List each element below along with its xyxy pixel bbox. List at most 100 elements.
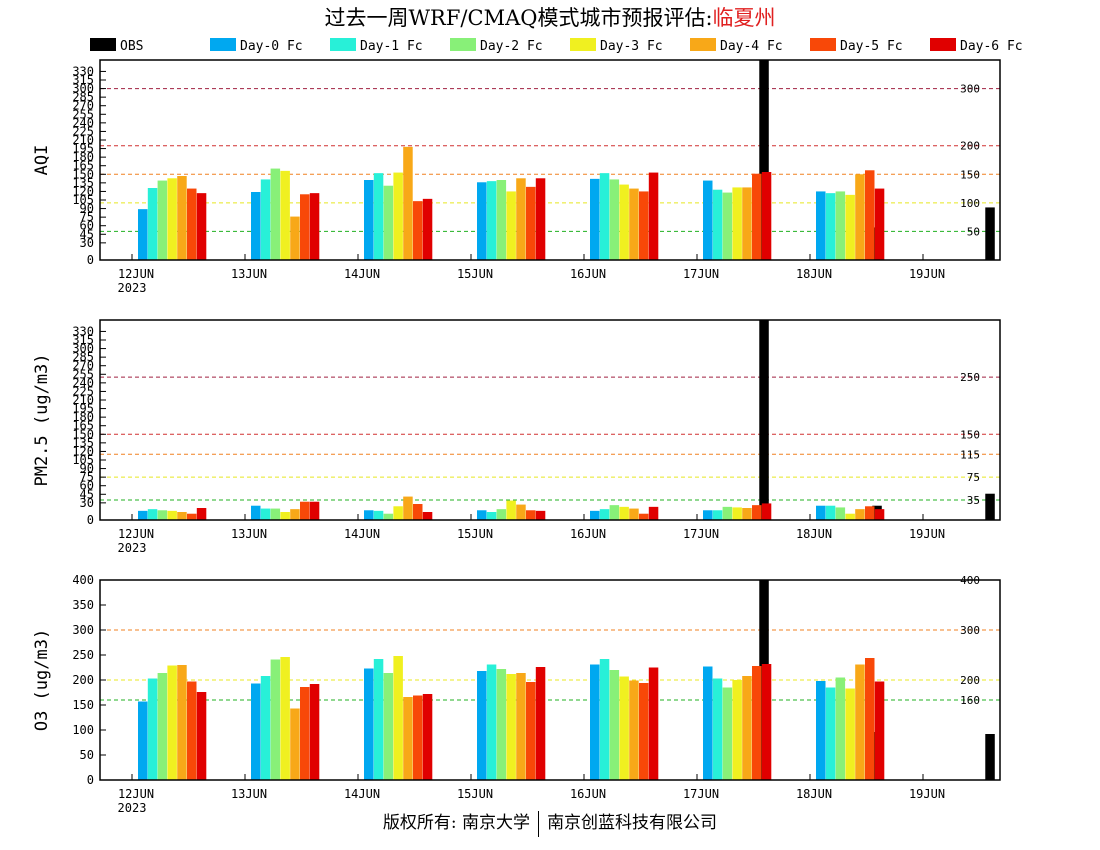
bar-day-2-fc [157,510,168,520]
bar-day-0-fc [364,180,374,260]
bar-day-4-fc [177,176,187,260]
bar-day-1-fc [486,664,497,780]
y-tick-label: 75 [80,210,94,224]
bar-day-4-fc [290,708,300,780]
y-tick-label: 285 [72,350,94,364]
bar-day-6-fc [648,172,659,260]
x-tick-label: 14JUN [344,267,380,281]
bar-day-2-fc [383,513,394,520]
bar-day-1-fc [486,512,497,520]
bar-day-4-fc [177,665,187,780]
bar-day-5-fc [752,666,762,780]
bar-day-0-fc [477,671,487,780]
legend-label: Day-5 Fc [840,39,903,54]
bar-day-1-fc [599,509,610,520]
bar-day-5-fc [752,505,762,520]
bar-day-1-fc [260,508,271,520]
reference-line-label: 35 [967,494,980,507]
legend-label: Day-2 Fc [480,39,543,54]
bar-day-6-fc [196,508,207,520]
x-tick-sublabel: 2023 [118,801,147,815]
bar-day-0-fc [251,192,261,260]
legend-swatch [690,38,716,51]
bar-day-2-fc [157,673,168,780]
x-tick-label: 13JUN [231,527,267,541]
bar-day-5-fc [865,170,875,260]
bar-day-1-fc [260,676,271,780]
legend-label: Day-3 Fc [600,39,663,54]
bar-day-1-fc [825,505,836,520]
x-tick-sublabel: 2023 [118,281,147,295]
bar-obs [985,734,995,780]
bar-day-6-fc [422,694,433,780]
bar-day-6-fc [309,684,320,780]
bar-day-0-fc [477,510,487,520]
x-tick-label: 19JUN [909,267,945,281]
bar-day-2-fc [496,180,507,260]
bar-day-4-fc [855,509,865,520]
bar-day-6-fc [422,198,433,260]
bar-day-0-fc [251,683,261,780]
bar-day-1-fc [599,659,610,780]
reference-line-label: 115 [960,448,980,461]
bar-day-2-fc [835,191,846,260]
bar-day-4-fc [403,496,413,520]
y-tick-label: 225 [72,124,94,138]
bar-day-3-fc [393,506,403,520]
bar-day-0-fc [251,505,261,520]
bar-day-0-fc [703,666,713,780]
y-tick-label: 120 [72,184,94,198]
bar-day-5-fc [526,186,536,260]
y-tick-label: 100 [72,723,94,737]
bar-day-3-fc [167,665,177,780]
y-tick-label: 240 [72,116,94,130]
y-tick-label: 165 [72,159,94,173]
y-tick-label: 135 [72,176,94,190]
bar-day-5-fc [413,504,423,520]
bar-day-5-fc [639,191,649,260]
bar-day-1-fc [486,181,497,260]
bar-day-5-fc [526,682,536,780]
reference-line-label: 200 [960,140,980,153]
reference-line-label: 75 [967,471,980,484]
bar-day-2-fc [835,507,846,520]
footer-right: 南京创蓝科技有限公司 [547,813,718,833]
reference-line-label: 300 [960,83,980,96]
bar-day-4-fc [629,188,639,260]
bar-day-6-fc [874,681,885,780]
bar-day-4-fc [516,673,526,780]
bar-day-1-fc [712,510,723,520]
bar-day-5-fc [865,506,875,520]
bar-day-5-fc [865,658,875,780]
y-tick-label: 300 [72,82,94,96]
y-tick-label: 350 [72,598,94,612]
bar-day-4-fc [742,676,752,780]
reference-line-label: 300 [960,624,980,637]
y-tick-label: 60 [80,219,94,233]
bar-day-2-fc [609,179,620,260]
bar-day-5-fc [639,513,649,520]
bar-day-0-fc [816,681,826,780]
bar-day-0-fc [703,510,713,520]
y-tick-label: 210 [72,393,94,407]
x-tick-label: 14JUN [344,527,380,541]
bar-day-5-fc [752,173,762,260]
copyright-footer: 版权所有: 南京大学 南京创蓝科技有限公司 [0,808,1100,837]
x-tick-label: 17JUN [683,527,719,541]
bar-day-0-fc [816,505,826,520]
bar-day-6-fc [761,503,772,520]
bar-day-2-fc [270,168,281,260]
y-tick-label: 210 [72,133,94,147]
bar-day-1-fc [599,173,610,260]
bar-day-6-fc [196,193,207,260]
bar-day-5-fc [300,687,310,780]
bar-day-6-fc [196,692,207,780]
bar-day-2-fc [383,673,394,780]
bar-day-0-fc [816,191,826,260]
bar-day-6-fc [535,178,546,260]
x-tick-label: 18JUN [796,527,832,541]
y-tick-label: 75 [80,470,94,484]
y-tick-label: 0 [87,253,94,267]
x-tick-label: 18JUN [796,267,832,281]
bar-day-4-fc [629,508,639,520]
